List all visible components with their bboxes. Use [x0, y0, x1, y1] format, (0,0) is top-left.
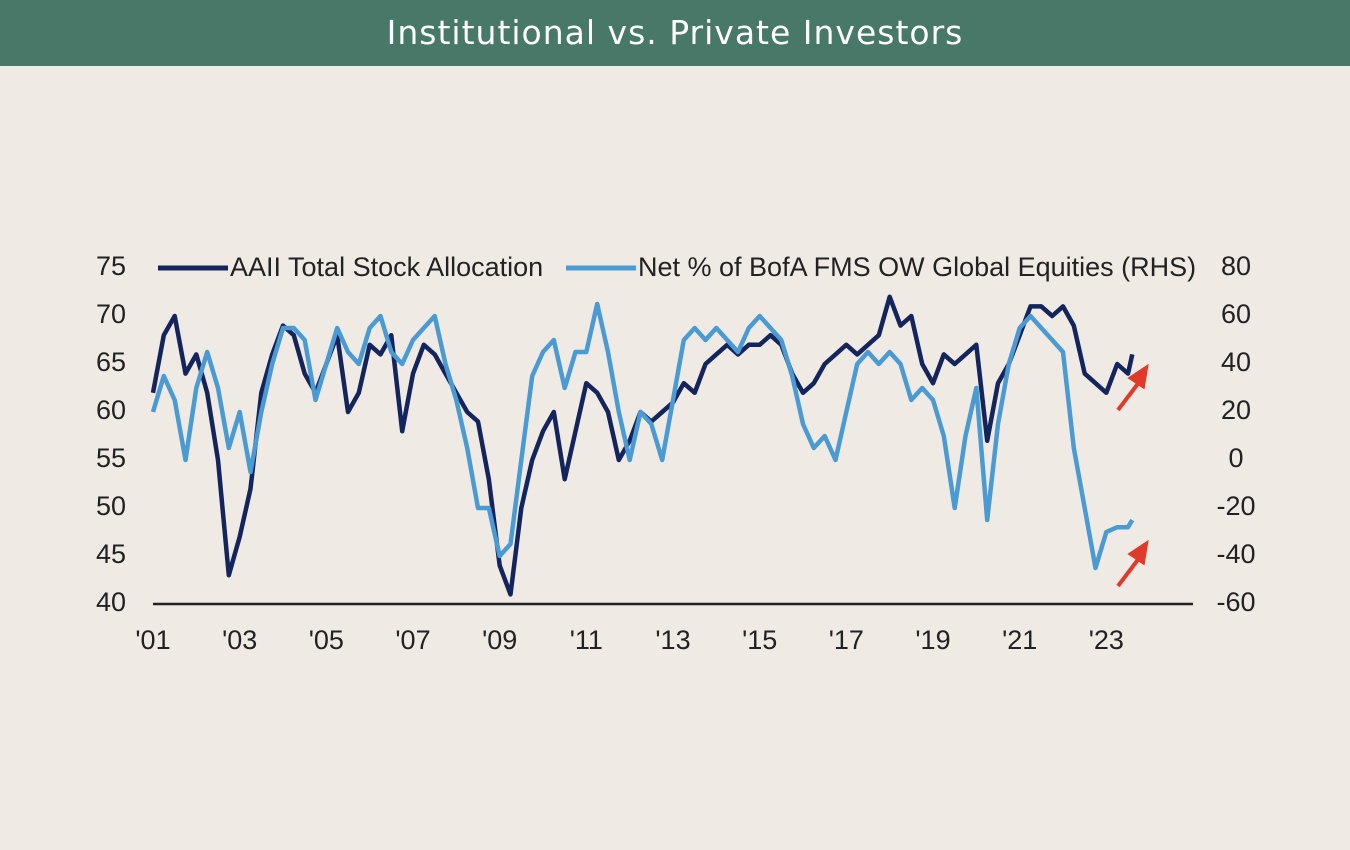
legend-label: Net % of BofA FMS OW Global Equities (RH… [638, 252, 1196, 282]
y2-tick-label: -20 [1216, 491, 1255, 521]
y2-tick-label: 60 [1221, 299, 1251, 329]
y2-tick-label: 40 [1221, 347, 1251, 377]
y-tick-label: 65 [96, 347, 126, 377]
page-title: Institutional vs. Private Investors [0, 0, 1350, 66]
x-tick-label: '23 [1089, 625, 1124, 655]
y-tick-label: 60 [96, 395, 126, 425]
y2-tick-label: 0 [1228, 443, 1243, 473]
x-tick-label: '17 [829, 625, 864, 655]
y-tick-label: 50 [96, 491, 126, 521]
y2-tick-label: 20 [1221, 395, 1251, 425]
x-tick-label: '21 [1002, 625, 1037, 655]
y-tick-label: 40 [96, 587, 126, 617]
y2-tick-label: -60 [1216, 587, 1255, 617]
series-line [150, 294, 1135, 597]
y2-tick-label: 80 [1221, 251, 1251, 281]
x-tick-label: '19 [915, 625, 950, 655]
x-tick-label: '13 [655, 625, 690, 655]
x-tick-label: '09 [482, 625, 517, 655]
y-tick-label: 45 [96, 539, 126, 569]
y2-tick-label: -40 [1216, 539, 1255, 569]
series-line [150, 301, 1135, 571]
y-tick-label: 55 [96, 443, 126, 473]
chart: 40 45 50 55 60 65 70 75 -60 -40 -20 0 20 40 60 80 '01 '03… [96, 251, 1256, 655]
x-tick-label: '11 [570, 625, 603, 655]
y-tick-label: 70 [96, 299, 126, 329]
x-tick-label: '07 [395, 625, 430, 655]
legend-label: AAII Total Stock Allocation [230, 252, 543, 282]
x-tick-label: '15 [742, 625, 777, 655]
x-tick-label: '03 [222, 625, 257, 655]
x-tick-label: '01 [135, 625, 170, 655]
y-tick-label: 75 [96, 251, 126, 281]
x-tick-label: '05 [309, 625, 344, 655]
annotation-arrow [1116, 363, 1149, 588]
